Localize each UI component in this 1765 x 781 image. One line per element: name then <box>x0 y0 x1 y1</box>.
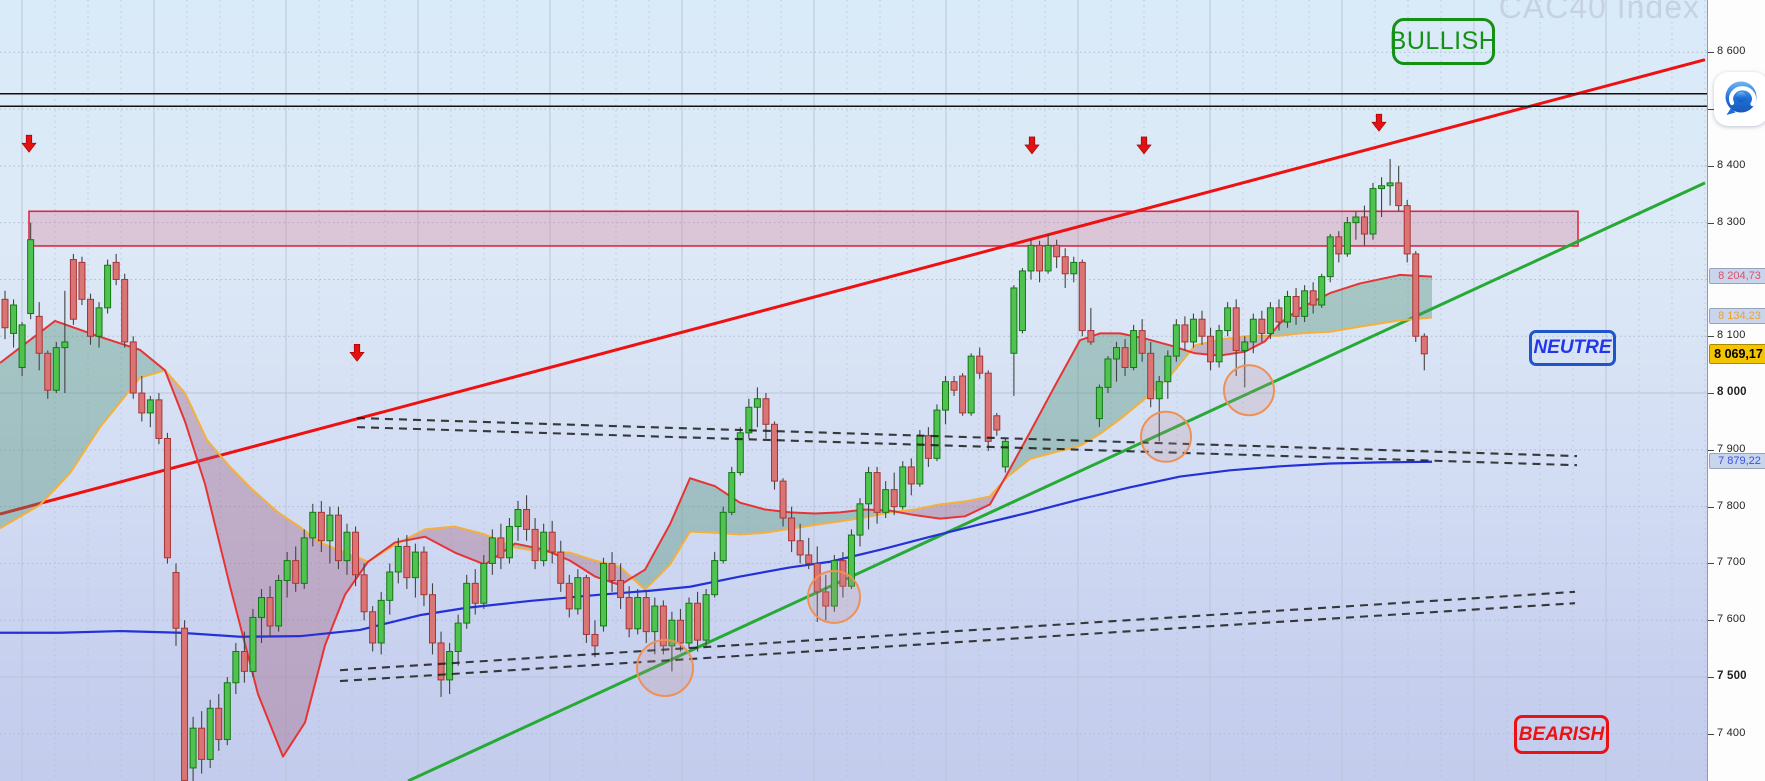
price-tick-label: 7 400 <box>1708 726 1746 739</box>
price-tick-label: 7 700 <box>1708 556 1746 569</box>
watermark-symbol-title: CAC40 Index <box>1498 0 1700 25</box>
blue-ma-price-tag: 7 879,22 <box>1709 452 1765 469</box>
price-tick-label: 7 800 <box>1708 499 1746 512</box>
neutre-label: NEUTRE <box>1533 337 1612 358</box>
bearish-label: BEARISH <box>1518 723 1605 745</box>
bearish-label-box[interactable]: BEARISH <box>1514 715 1609 754</box>
signal-arrows <box>21 113 1387 362</box>
dashed-channels <box>339 416 1578 683</box>
chat-bubble-icon <box>1725 81 1757 115</box>
double-resistance-line <box>0 92 1707 107</box>
trend-lines <box>0 58 1706 781</box>
chat-bubble-logo-icon[interactable] <box>1714 72 1765 126</box>
red-ma-price-tag: 8 204,73 <box>1709 267 1765 284</box>
neutre-label-box[interactable]: NEUTRE <box>1529 330 1616 366</box>
resistance-zone <box>28 210 1579 247</box>
price-tick-label: 8 300 <box>1708 215 1746 228</box>
bullish-label: BULLISH <box>1389 27 1498 55</box>
price-chart[interactable] <box>0 0 1707 781</box>
price-tick-label: 8 000 <box>1708 386 1747 399</box>
price-tick-label: 7 600 <box>1708 613 1746 626</box>
price-tick-label: 8 600 <box>1708 45 1746 58</box>
highlight-circles <box>636 364 1275 697</box>
candlesticks <box>1 159 1428 781</box>
price-tick-label: 8 400 <box>1708 158 1746 171</box>
price-tick-label: 7 900 <box>1708 442 1746 455</box>
price-tick-label: 7 500 <box>1708 670 1747 683</box>
orange-ma-price-tag: 8 134,23 <box>1709 307 1765 324</box>
last-price-tag: 8 069,17 <box>1709 343 1765 364</box>
bullish-label-box[interactable]: BULLISH <box>1389 18 1498 65</box>
price-tick-label: 8 100 <box>1708 329 1746 342</box>
grid-lines <box>0 0 1707 781</box>
